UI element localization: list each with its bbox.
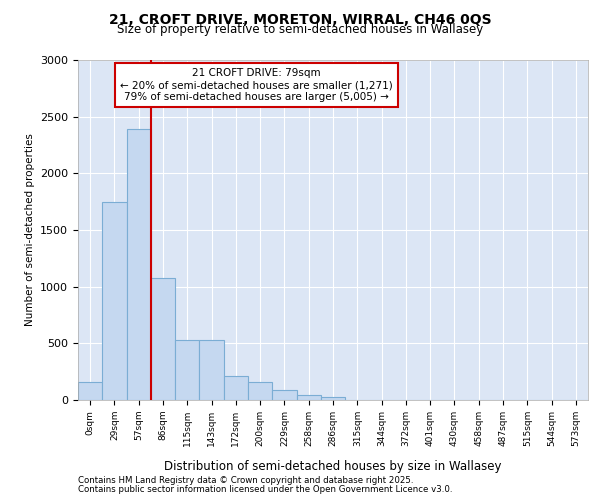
Bar [296,396,321,400]
Text: Size of property relative to semi-detached houses in Wallasey: Size of property relative to semi-detach… [117,22,483,36]
Bar [175,340,199,400]
Text: 21 CROFT DRIVE: 79sqm
← 20% of semi-detached houses are smaller (1,271)
79% of s: 21 CROFT DRIVE: 79sqm ← 20% of semi-deta… [120,68,393,102]
Text: 21, CROFT DRIVE, MORETON, WIRRAL, CH46 0QS: 21, CROFT DRIVE, MORETON, WIRRAL, CH46 0… [109,12,491,26]
Bar [78,382,102,400]
Bar [272,390,296,400]
Bar [102,202,127,400]
Text: Contains HM Land Registry data © Crown copyright and database right 2025.: Contains HM Land Registry data © Crown c… [78,476,413,485]
Bar [321,396,345,400]
Bar [248,382,272,400]
Bar [151,278,175,400]
Y-axis label: Number of semi-detached properties: Number of semi-detached properties [25,134,35,326]
Bar [199,340,224,400]
Bar [224,376,248,400]
Text: Contains public sector information licensed under the Open Government Licence v3: Contains public sector information licen… [78,485,452,494]
Bar [127,129,151,400]
X-axis label: Distribution of semi-detached houses by size in Wallasey: Distribution of semi-detached houses by … [164,460,502,473]
